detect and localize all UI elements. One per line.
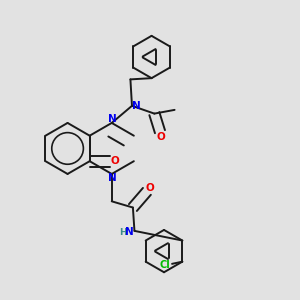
Text: Cl: Cl <box>160 260 171 270</box>
Text: N: N <box>132 101 140 111</box>
Text: N: N <box>108 114 117 124</box>
Text: O: O <box>111 156 119 166</box>
Text: N: N <box>125 227 134 237</box>
Text: O: O <box>146 183 154 193</box>
Text: O: O <box>156 132 165 142</box>
Text: N: N <box>108 173 117 183</box>
Text: H: H <box>119 228 126 237</box>
